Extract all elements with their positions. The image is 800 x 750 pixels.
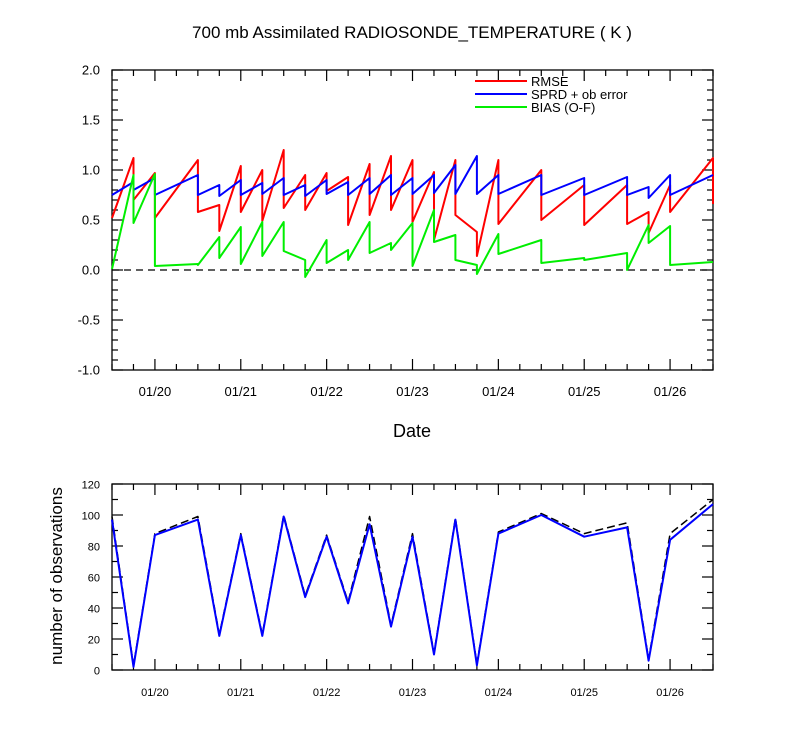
y-tick-label: 0 — [94, 666, 100, 678]
y-axis-label: number of observations — [47, 487, 66, 665]
x-axis-label: Date — [393, 421, 431, 441]
x-tick-label: 01/24 — [485, 687, 513, 699]
x-tick-label: 01/20 — [141, 687, 169, 699]
series-line — [111, 155, 714, 199]
x-tick-label: 01/21 — [227, 687, 255, 699]
x-tick-label: 01/26 — [656, 687, 684, 699]
y-tick-label: 0.0 — [82, 263, 100, 278]
y-tick-label: 100 — [82, 511, 100, 523]
x-tick-label: 01/23 — [396, 384, 429, 399]
plot-frame — [111, 483, 714, 671]
bottom-plot-area: 01/20 01/21 01/22 01/23 01/24 01/25 01/26 0 20 40… — [82, 480, 714, 699]
top-chart-panel: 700 mb Assimilated RADIOSONDE_TEMPERATUR… — [78, 23, 714, 441]
bottom-chart-panel: 01/20 01/21 01/22 01/23 01/24 01/25 01/26 0 20 40… — [47, 480, 714, 699]
legend-label: RMSE — [531, 74, 569, 89]
y-tick-label: 20 — [88, 635, 100, 647]
y-tick-label: 1.5 — [82, 113, 100, 128]
y-tick-label: 0.5 — [82, 213, 100, 228]
x-tick-label: 01/23 — [399, 687, 427, 699]
y-tick-label: 40 — [88, 604, 100, 616]
x-tick-label: 01/26 — [654, 384, 687, 399]
series-line — [111, 503, 714, 668]
y-tick-label: -0.5 — [78, 313, 100, 328]
x-tick-label: 01/20 — [139, 384, 172, 399]
y-tick-label: 120 — [82, 480, 100, 492]
top-plot-area: 01/20 01/21 01/22 01/23 01/24 01/25 01/26 -1.0 -… — [78, 63, 714, 399]
x-tick-label: 01/25 — [570, 687, 598, 699]
y-tick-label: 80 — [88, 542, 100, 554]
x-tick-label: 01/22 — [310, 384, 343, 399]
x-tick-label: 01/24 — [482, 384, 515, 399]
series-line — [111, 173, 714, 278]
x-tick-label: 01/25 — [568, 384, 601, 399]
y-tick-label: 1.0 — [82, 163, 100, 178]
series-line — [111, 149, 714, 257]
legend-label: SPRD + ob error — [531, 87, 628, 102]
y-tick-label: 2.0 — [82, 63, 100, 78]
y-tick-label: 60 — [88, 573, 100, 585]
series-line — [111, 498, 714, 667]
x-tick-label: 01/22 — [313, 687, 341, 699]
y-tick-label: -1.0 — [78, 363, 100, 378]
x-tick-label: 01/21 — [225, 384, 258, 399]
chart-title: 700 mb Assimilated RADIOSONDE_TEMPERATUR… — [192, 23, 632, 42]
legend-label: BIAS (O-F) — [531, 100, 595, 115]
